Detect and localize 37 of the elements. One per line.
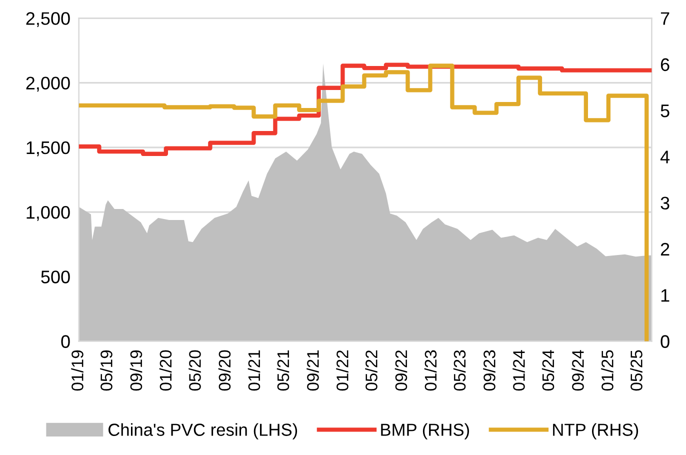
x-tick-label: 01/24 bbox=[512, 350, 525, 391]
x-tick-label: 05/19 bbox=[100, 350, 112, 391]
x-tick-label: 09/24 bbox=[572, 350, 584, 391]
y-tick-label: 1,500 bbox=[26, 141, 70, 156]
y-tick-label: 2,500 bbox=[26, 12, 70, 28]
y2-tick-label: 5 bbox=[660, 104, 670, 118]
y2-tick-label: 3 bbox=[660, 196, 670, 210]
x-tick-label: 09/19 bbox=[130, 350, 142, 391]
x-tick-label: 09/23 bbox=[483, 350, 496, 391]
y2-tick-label: 0 bbox=[660, 335, 670, 348]
y-tick-label: 2,000 bbox=[26, 76, 70, 92]
y-tick-label: 500 bbox=[41, 270, 70, 284]
y2-tick-label: 6 bbox=[660, 58, 670, 72]
x-tick-label: 01/19 bbox=[71, 350, 84, 391]
y2-tick-label: 1 bbox=[661, 289, 670, 302]
y2-tick-label: 4 bbox=[660, 150, 670, 164]
legend-label: China's PVC resin (LHS) bbox=[108, 423, 298, 440]
y2-tick-label: 7 bbox=[660, 12, 670, 25]
legend-label: NTP (RHS) bbox=[553, 423, 638, 440]
x-tick-label: 05/25 bbox=[630, 350, 642, 391]
x-tick-label: 01/22 bbox=[336, 350, 348, 391]
y2-tick-label: 2 bbox=[660, 242, 670, 256]
x-tick-label: 05/20 bbox=[188, 350, 201, 391]
x-tick-label: 05/21 bbox=[276, 350, 290, 391]
x-tick-label: 05/24 bbox=[542, 350, 554, 391]
x-tick-label: 05/22 bbox=[365, 350, 378, 391]
x-tick-label: 09/22 bbox=[394, 350, 408, 391]
x-tick-label: 09/21 bbox=[306, 350, 319, 391]
x-tick-label: 01/25 bbox=[601, 350, 614, 391]
y-tick-label: 0 bbox=[61, 335, 70, 348]
x-tick-label: 01/20 bbox=[159, 350, 172, 391]
x-tick-label: 09/20 bbox=[218, 350, 231, 391]
x-tick-label: 05/23 bbox=[453, 350, 466, 391]
x-tick-label: 01/23 bbox=[424, 350, 437, 391]
y-tick-label: 1,000 bbox=[26, 206, 70, 221]
x-tick-label: 01/21 bbox=[248, 350, 260, 391]
legend-label: BMP (RHS) bbox=[381, 423, 469, 440]
